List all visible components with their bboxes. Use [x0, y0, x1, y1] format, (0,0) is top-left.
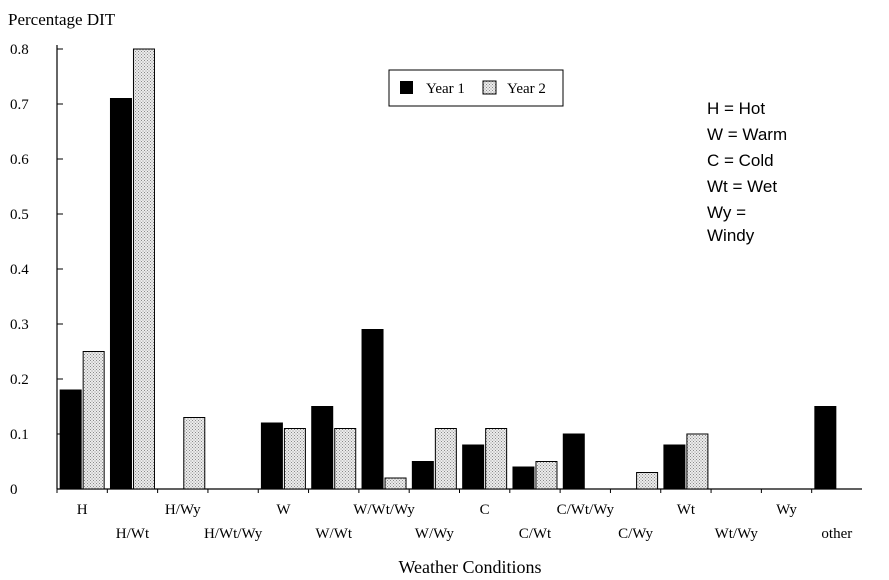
- x-tick-label: C/Wy: [618, 526, 653, 542]
- y-tick-label: 0: [10, 482, 18, 498]
- key-line: Windy: [707, 226, 755, 245]
- legend-box: [388, 69, 564, 107]
- x-tick-label: other: [821, 526, 852, 542]
- y-tick-label: 0.1: [10, 427, 29, 443]
- x-tick-label: H/Wt: [116, 526, 150, 542]
- x-tick-label: Wt: [677, 502, 696, 518]
- x-tick-label: C/Wt/Wy: [557, 502, 615, 518]
- x-tick-label: H/Wt/Wy: [204, 526, 263, 542]
- bar-year-1: [411, 461, 434, 490]
- y-tick-label: 0.7: [10, 97, 29, 113]
- legend: Year 1 Year 2: [388, 69, 564, 107]
- y-tick-label: 0.6: [10, 152, 29, 168]
- bar-year-2: [434, 428, 457, 490]
- legend-label-year-2: Year 2: [507, 81, 546, 97]
- y-tick-label: 0.4: [10, 262, 29, 278]
- x-tick-label: H/Wy: [165, 502, 201, 518]
- key-line: H = Hot: [707, 99, 765, 118]
- key-line: Wt = Wet: [707, 177, 777, 196]
- bar-year-2: [535, 461, 558, 490]
- x-tick-label: W/Wt: [315, 526, 352, 542]
- bar-year-1: [260, 422, 283, 490]
- y-tick-label: 0.8: [10, 42, 29, 58]
- bar-year-1: [361, 329, 384, 490]
- bar-year-2: [283, 428, 306, 490]
- key-line: C = Cold: [707, 151, 774, 170]
- bar-year-2: [334, 428, 357, 490]
- x-axis-title: Weather Conditions: [398, 557, 541, 577]
- x-tick-label: W/Wy: [415, 526, 455, 542]
- bar-year-1: [814, 406, 837, 490]
- y-tick-label: 0.2: [10, 372, 29, 388]
- legend-swatch-year-2: [482, 80, 497, 95]
- x-tick-label: W/Wt/Wy: [353, 502, 415, 518]
- bar-year-2: [82, 351, 105, 490]
- bar-year-2: [686, 433, 709, 490]
- x-tick-label: W: [276, 502, 291, 518]
- bar-year-1: [311, 406, 334, 490]
- abbreviation-key: H = Hot W = Warm C = Cold Wt = Wet Wy = …: [707, 99, 787, 245]
- x-tick-label: C/Wt: [519, 526, 552, 542]
- bar-year-1: [109, 98, 132, 490]
- bars: [59, 48, 837, 490]
- y-tick-label: 0.3: [10, 317, 29, 333]
- x-tick-label: C: [480, 502, 490, 518]
- x-tick-label: Wt/Wy: [715, 526, 759, 542]
- bar-year-2: [183, 417, 206, 490]
- bar-year-2: [384, 477, 407, 490]
- y-axis-title: Percentage DIT: [8, 10, 116, 29]
- x-tick-label: Wy: [776, 502, 797, 518]
- key-line: Wy =: [707, 203, 746, 222]
- bar-year-1: [512, 466, 535, 490]
- bar-year-2: [132, 48, 155, 490]
- bar-year-1: [59, 389, 82, 490]
- key-line: W = Warm: [707, 125, 787, 144]
- x-axis-labels: H H/Wt H/WyH/Wt/Wy W W/WtW/Wt/WyW/Wy C C/Wt C/W…: [56, 489, 852, 542]
- legend-label-year-1: Year 1: [426, 81, 465, 97]
- bar-year-2: [485, 428, 508, 490]
- bar-year-1: [663, 444, 686, 490]
- legend-swatch-year-1: [400, 81, 413, 94]
- y-tick-label: 0.5: [10, 207, 29, 223]
- x-tick-label: H: [77, 502, 88, 518]
- bar-year-1: [562, 433, 585, 490]
- bar-year-2: [636, 472, 659, 490]
- bar-year-1: [462, 444, 485, 490]
